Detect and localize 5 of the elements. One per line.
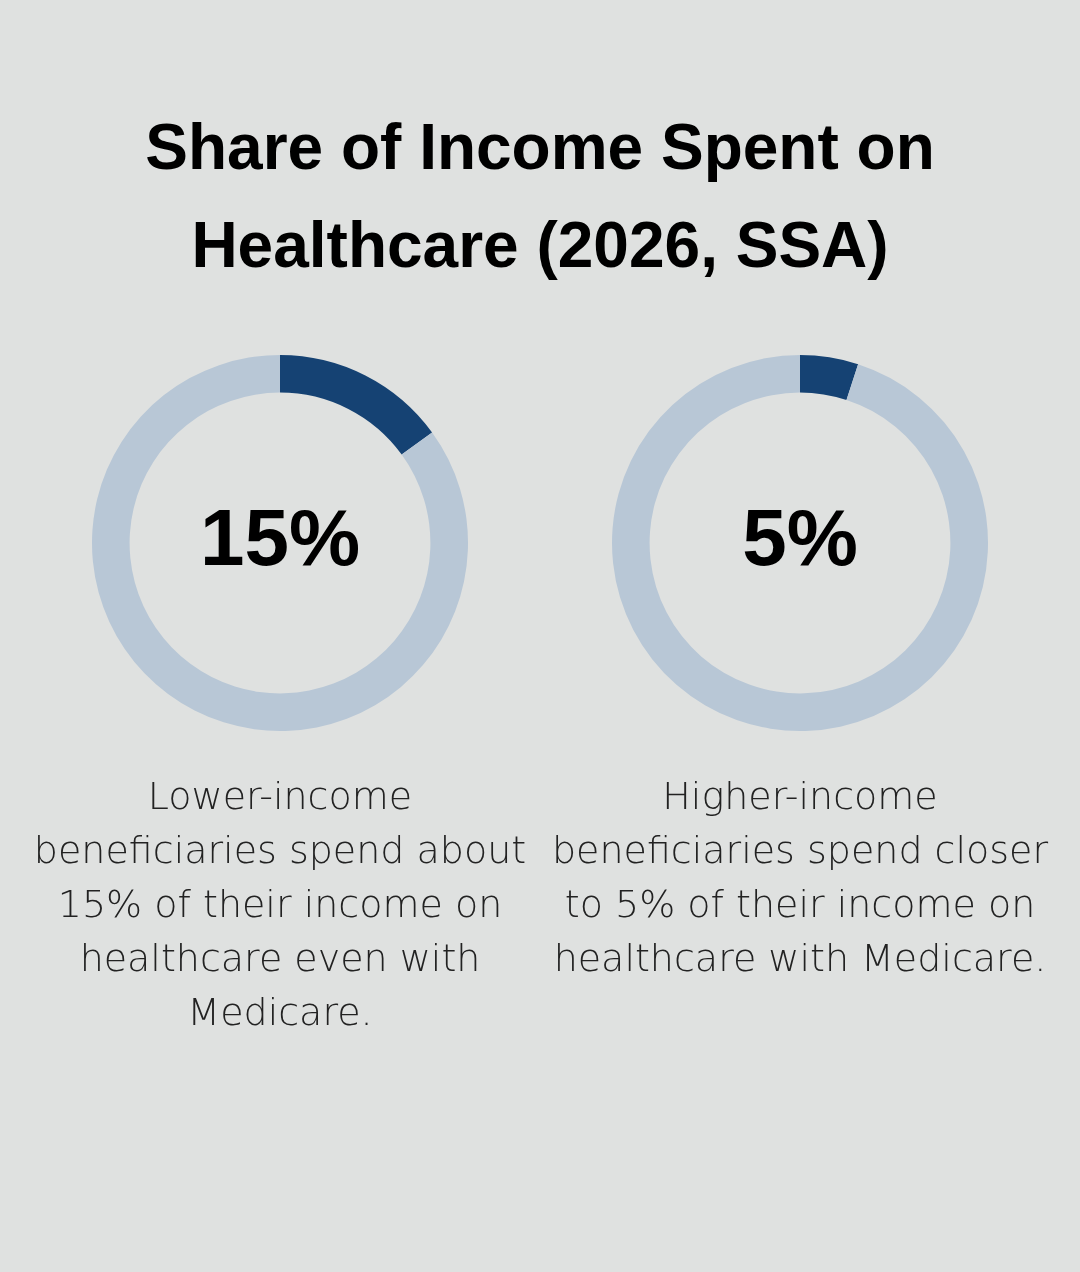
- text: Higher-income beneficiaries spend closer to 5% of their income on healthcare with Medicare.: [550, 773, 1050, 982]
- chart-title: Share of Income Spent on Healthcare (2026, SSA): [144, 110, 936, 283]
- data-label: 5%: [742, 493, 858, 583]
- text: Lower-income beneficiaries spend about 15% of their income on healthcare even with Medicare.: [32, 773, 528, 1036]
- data-label: 15%: [199, 493, 361, 583]
